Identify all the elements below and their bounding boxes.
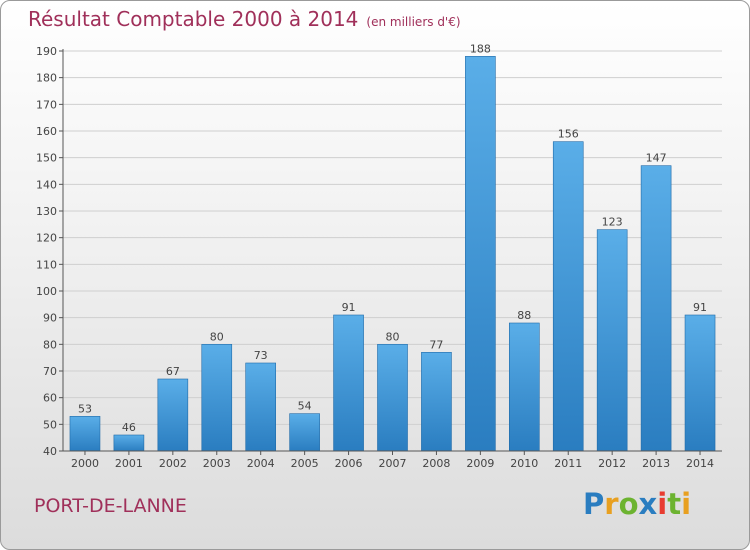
x-tick-label-2002: 2002 xyxy=(159,457,187,470)
value-label-2003: 80 xyxy=(210,330,224,343)
value-label-2005: 54 xyxy=(298,400,312,413)
logo-letter-r: r xyxy=(604,487,619,521)
bar-2009 xyxy=(465,56,496,452)
x-tick-label-2012: 2012 xyxy=(598,457,626,470)
value-label-2007: 80 xyxy=(386,330,400,343)
proxiti-logo: Proxiti xyxy=(583,487,691,521)
bar-2002 xyxy=(157,378,189,452)
bar-2005 xyxy=(289,413,320,452)
y-tick-label: 100 xyxy=(36,285,57,298)
bar-2006 xyxy=(333,314,364,452)
x-tick-label-2013: 2013 xyxy=(642,457,670,470)
value-label-2004: 73 xyxy=(254,349,268,362)
chart-subtitle: (en milliers d'€) xyxy=(366,15,461,29)
x-tick-label-2005: 2005 xyxy=(291,457,319,470)
x-tick-label-2006: 2006 xyxy=(335,457,363,470)
y-tick-label: 180 xyxy=(36,72,57,85)
x-tick-label-2008: 2008 xyxy=(422,457,450,470)
bar-2010 xyxy=(508,322,540,452)
bar-2008 xyxy=(421,352,452,452)
x-tick-label-2014: 2014 xyxy=(686,457,714,470)
chart-title-text: Résultat Comptable 2000 à 2014 xyxy=(28,7,359,31)
bar-2014 xyxy=(684,314,716,452)
bar-2013 xyxy=(640,165,672,452)
y-tick-label: 160 xyxy=(36,125,57,138)
logo-letter-o: o xyxy=(618,487,639,521)
y-tick-label: 40 xyxy=(43,445,57,458)
x-tick-label-2004: 2004 xyxy=(247,457,275,470)
bar-2003 xyxy=(201,344,233,452)
bar-2004 xyxy=(245,362,276,452)
logo-letter-i2: i xyxy=(681,487,692,521)
value-label-2012: 123 xyxy=(602,216,623,229)
value-label-2000: 53 xyxy=(78,402,92,415)
x-tick-label-2009: 2009 xyxy=(466,457,494,470)
value-label-2002: 67 xyxy=(166,365,180,378)
y-tick-label: 70 xyxy=(43,365,57,378)
value-label-2009: 188 xyxy=(470,42,491,55)
logo-letter-x: x xyxy=(638,487,658,521)
y-tick-label: 130 xyxy=(36,205,57,218)
logo-letter-i1: i xyxy=(657,487,668,521)
value-label-2014: 91 xyxy=(693,301,707,314)
value-label-2008: 77 xyxy=(429,338,443,351)
x-tick-label-2003: 2003 xyxy=(203,457,231,470)
chart-title: Résultat Comptable 2000 à 2014 (en millie… xyxy=(28,7,461,31)
location-name: PORT-DE-LANNE xyxy=(34,495,187,517)
value-label-2010: 88 xyxy=(517,309,531,322)
bar-2012 xyxy=(596,229,628,452)
y-tick-label: 110 xyxy=(36,258,57,271)
bar-2000 xyxy=(69,416,101,452)
y-tick-label: 90 xyxy=(43,312,57,325)
value-label-2011: 156 xyxy=(558,128,579,141)
x-tick-label-2007: 2007 xyxy=(379,457,407,470)
y-tick-label: 140 xyxy=(36,178,57,191)
value-label-2006: 91 xyxy=(342,301,356,314)
x-tick-label-2010: 2010 xyxy=(510,457,538,470)
x-tick-label-2011: 2011 xyxy=(554,457,582,470)
x-tick-label-2001: 2001 xyxy=(115,457,143,470)
y-tick-label: 80 xyxy=(43,338,57,351)
value-label-2001: 46 xyxy=(122,421,136,434)
logo-letter-t: t xyxy=(667,487,682,521)
value-label-2013: 147 xyxy=(646,152,667,165)
y-tick-label: 170 xyxy=(36,98,57,111)
x-tick-label-2000: 2000 xyxy=(71,457,99,470)
y-tick-label: 150 xyxy=(36,152,57,165)
y-tick-label: 60 xyxy=(43,392,57,405)
bar-2001 xyxy=(113,434,145,452)
bar-2011 xyxy=(552,141,584,452)
bar-2007 xyxy=(377,344,408,452)
y-tick-label: 120 xyxy=(36,232,57,245)
y-tick-label: 190 xyxy=(36,45,57,58)
y-tick-label: 50 xyxy=(43,418,57,431)
logo-letter-p: P xyxy=(583,487,605,521)
